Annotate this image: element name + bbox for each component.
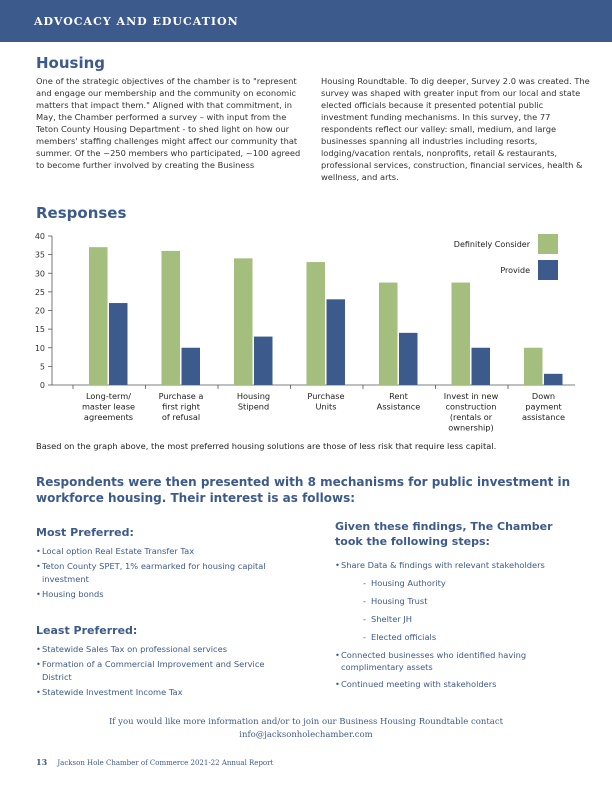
x-category-label: Down payment assistance <box>522 391 565 422</box>
x-category-label: Invest in new construction (rentals or owne… <box>444 391 499 433</box>
bar-definitely-consider <box>89 247 108 385</box>
report-name: Jackson Hole Chamber of Commerce 2021-22… <box>57 759 274 767</box>
list-item: Continued meeting with stakeholders <box>335 678 575 691</box>
chart-caption: Based on the graph above, the most prefe… <box>36 441 497 451</box>
least-preferred-list: Statewide Sales Tax on professional serv… <box>36 643 276 701</box>
legend-swatch <box>538 260 558 280</box>
x-category-label: Long-term/master lease agreements <box>82 391 135 422</box>
least-preferred-title: Least Preferred: <box>36 624 138 637</box>
legend-label: Provide <box>500 266 530 275</box>
contact-info: If you would like more information and/o… <box>0 716 612 741</box>
y-tick-label: 30 <box>35 269 45 278</box>
bar-provide <box>544 373 563 385</box>
sub-list-item: Housing Authority <box>335 577 575 590</box>
list-item: Local option Real Estate Transfer Tax <box>36 545 276 558</box>
x-category-label: Rent Assistance <box>377 391 421 412</box>
legend-swatch <box>538 234 558 254</box>
bar-provide <box>254 336 273 385</box>
x-category-label: Purchase Units <box>307 391 344 412</box>
y-tick-label: 5 <box>40 362 45 371</box>
most-preferred-title: Most Preferred: <box>36 526 134 539</box>
bar-definitely-consider <box>524 347 543 385</box>
y-tick-label: 35 <box>35 251 45 260</box>
bar-provide <box>181 347 200 385</box>
sub-list-item: Elected officials <box>335 631 575 644</box>
bar-definitely-consider <box>379 282 398 385</box>
bar-provide <box>471 347 490 385</box>
list-item: Housing bonds <box>36 588 276 601</box>
steps-title: Given these findings, The Chamber took t… <box>335 520 553 548</box>
bar-definitely-consider <box>161 250 180 385</box>
housing-title: Housing <box>36 54 106 72</box>
x-category-label: Housing Stipend <box>237 391 270 412</box>
page-number: 13 <box>36 757 48 767</box>
x-category-label: Purchase a first right of refusal <box>159 391 204 422</box>
sub-list-item: Shelter JH <box>335 613 575 626</box>
steps-list: Share Data & findings with relevant stak… <box>335 559 575 693</box>
y-tick-label: 40 <box>35 232 45 241</box>
housing-paragraph-left: One of the strategic objectives of the c… <box>36 76 301 170</box>
sub-list-item: Housing Trust <box>335 595 575 608</box>
page-footer: 13 Jackson Hole Chamber of Commerce 2021… <box>36 757 273 767</box>
bar-provide <box>399 332 418 385</box>
section-label: ADVOCACY AND EDUCATION <box>34 15 239 28</box>
bar-definitely-consider <box>451 282 470 385</box>
y-tick-label: 0 <box>40 381 45 390</box>
list-item: Formation of a Commercial Improvement an… <box>36 658 276 683</box>
y-tick-label: 10 <box>35 344 45 353</box>
housing-paragraph-right: Housing Roundtable. To dig deeper, Surve… <box>321 76 590 182</box>
bar-definitely-consider <box>306 262 325 385</box>
mechanisms-intro: Respondents were then presented with 8 m… <box>36 475 571 505</box>
y-tick-label: 20 <box>35 307 45 316</box>
bar-definitely-consider <box>234 258 253 385</box>
responses-bar-chart: 0 5 10 15 20 25 30 35 40 Long-term/master lease ag… <box>35 232 575 433</box>
list-item: Teton County SPET, 1% earmarked for hous… <box>36 560 276 585</box>
most-preferred-list: Local option Real Estate Transfer Tax Te… <box>36 545 276 603</box>
responses-title: Responses <box>36 204 127 222</box>
bar-provide <box>326 299 345 385</box>
y-tick-label: 25 <box>35 288 45 297</box>
list-item: Share Data & findings with relevant stak… <box>335 559 575 572</box>
bar-provide <box>109 303 128 385</box>
list-item: Statewide Sales Tax on professional serv… <box>36 643 276 656</box>
contact-line: If you would like more information and/o… <box>108 717 504 727</box>
list-item: Connected businesses who identified havi… <box>335 649 575 674</box>
legend-label: Definitely Consider <box>454 240 531 249</box>
list-item: Statewide Investment Income Tax <box>36 686 276 699</box>
contact-email: info@jacksonholechamber.com <box>239 729 373 740</box>
y-tick-label: 15 <box>35 325 45 334</box>
section-header-bar: ADVOCACY AND EDUCATION <box>0 0 612 42</box>
